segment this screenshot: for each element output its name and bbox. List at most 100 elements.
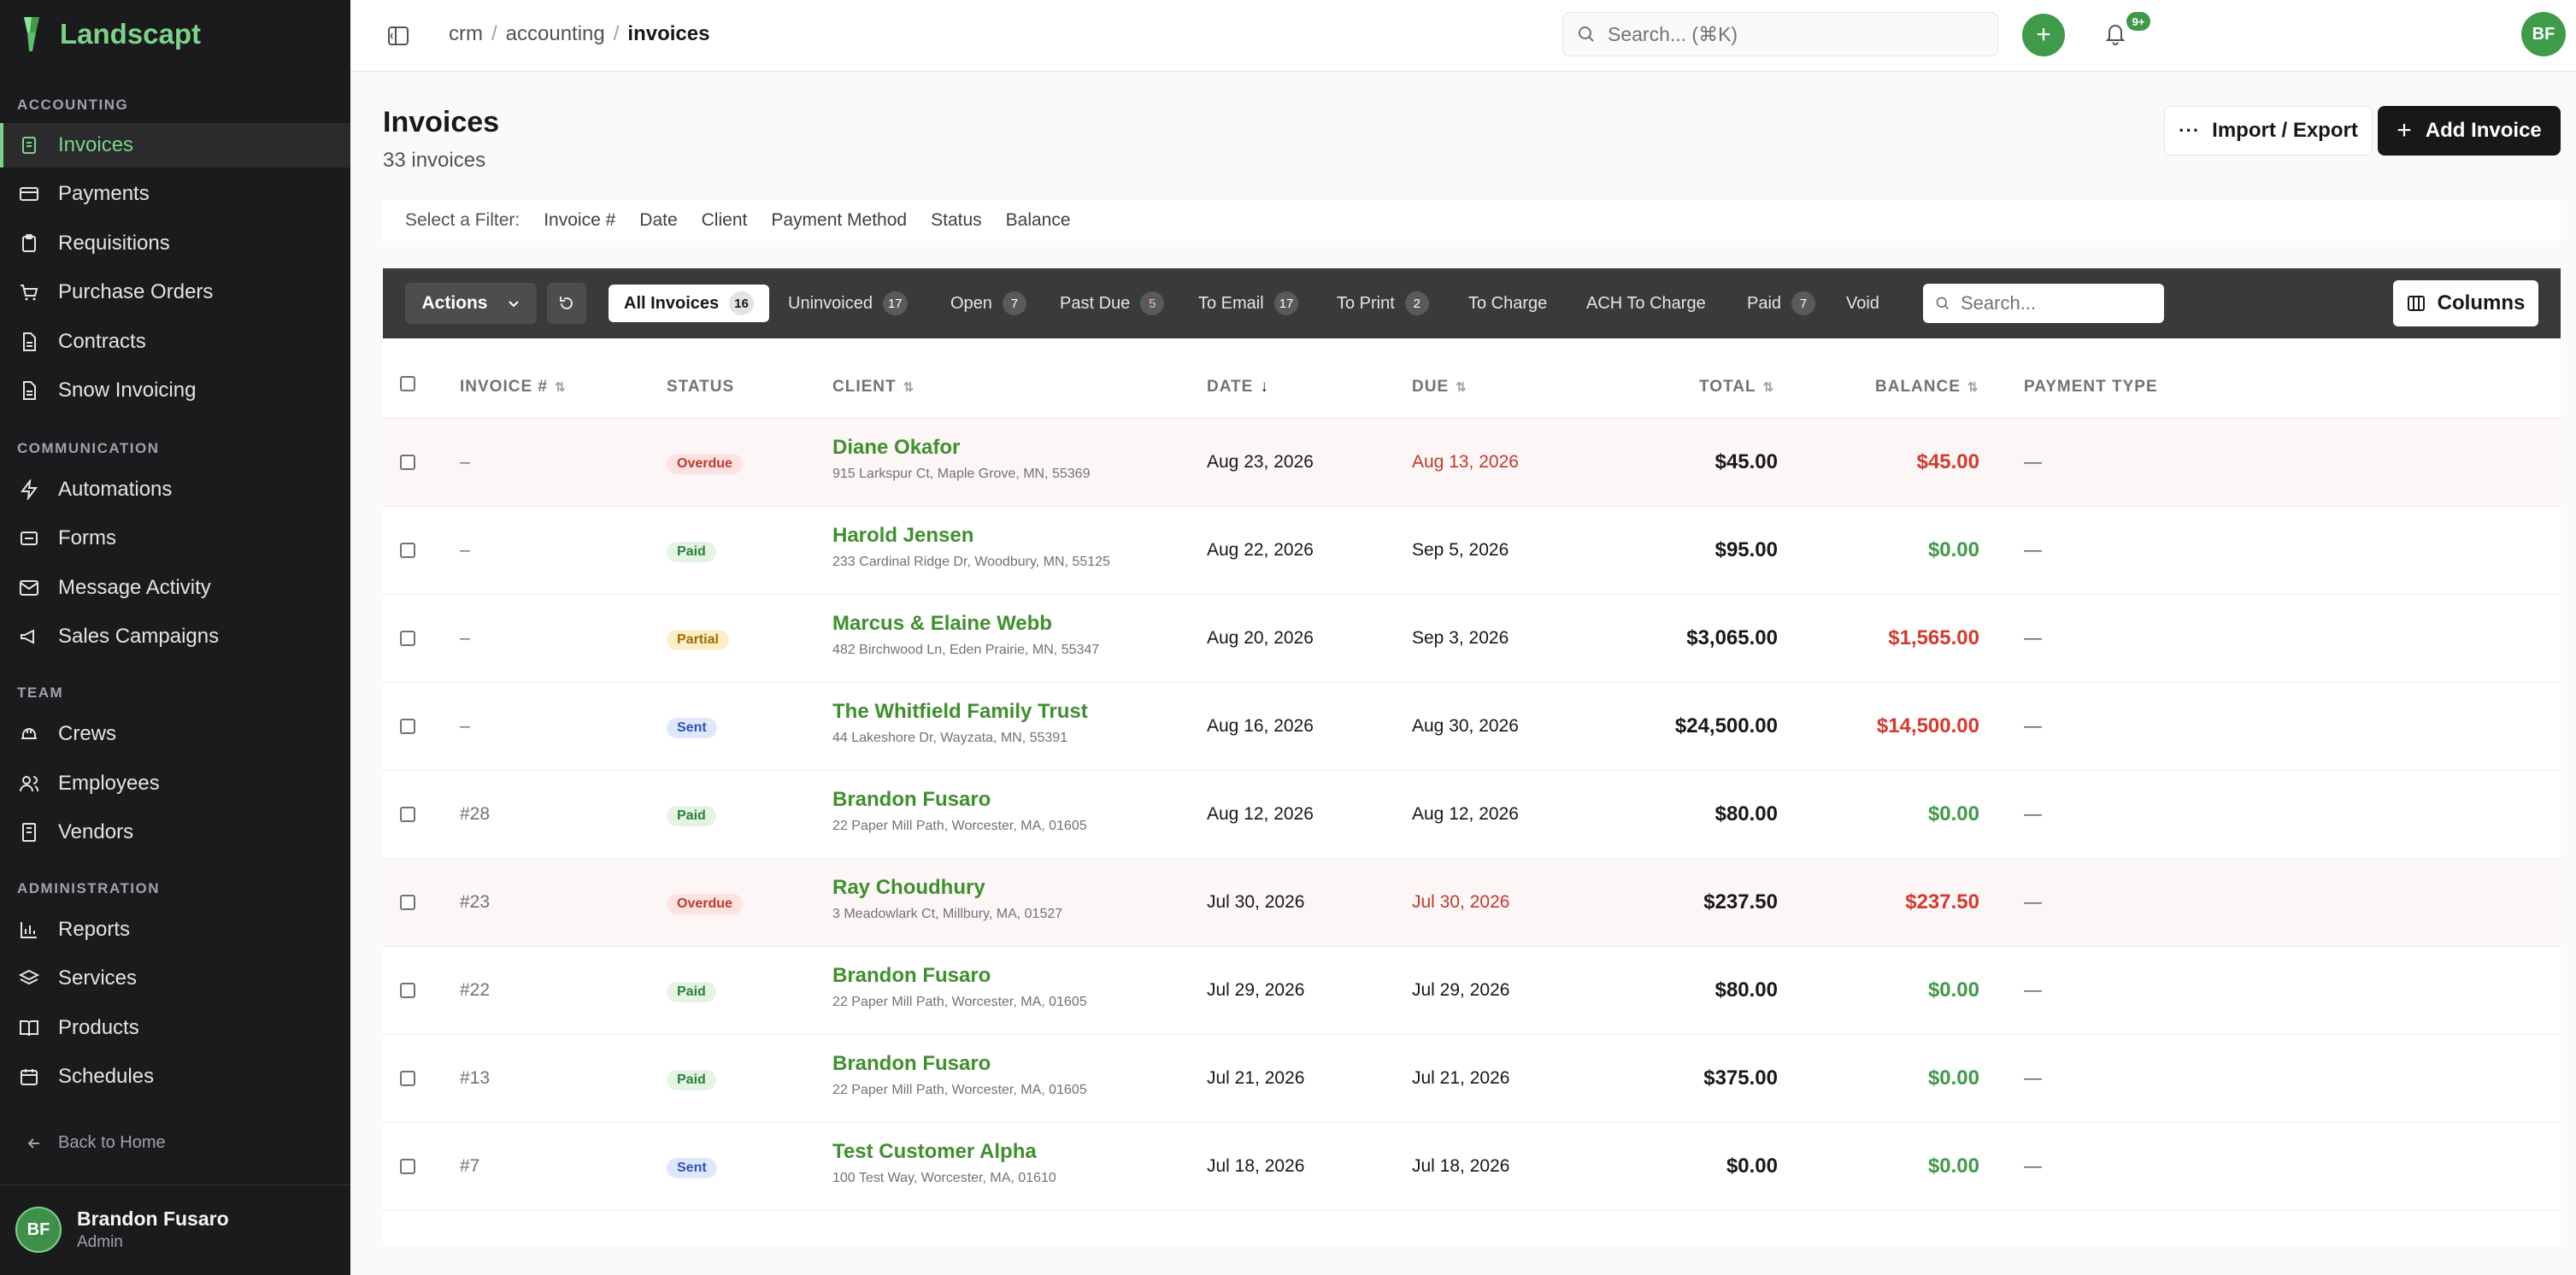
select-all-checkbox[interactable] — [400, 376, 415, 391]
sidebar-item-automations[interactable]: Automations — [0, 467, 350, 512]
tab-all-invoices[interactable]: All Invoices 16 — [609, 285, 769, 322]
breadcrumb-accounting[interactable]: accounting — [505, 22, 605, 45]
status-badge: Overdue — [667, 454, 743, 474]
invoice-number[interactable]: – — [460, 452, 470, 472]
table-row[interactable]: Test Customer Alpha — [383, 1211, 2561, 1246]
row-checkbox[interactable] — [400, 543, 415, 558]
sidebar-toggle-icon[interactable] — [386, 24, 410, 48]
table-row[interactable]: – Overdue Diane Okafor 915 Larkspur Ct, M… — [383, 419, 2561, 507]
total-amount: $0.00 — [1726, 1155, 1778, 1178]
tab-to-charge[interactable]: To Charge — [1453, 285, 1562, 322]
client-name-link[interactable]: Brandon Fusaro — [832, 788, 991, 811]
tab-open[interactable]: Open 7 — [935, 285, 1042, 322]
invoice-number[interactable]: #28 — [460, 804, 491, 824]
header-due[interactable]: DUE ⇅ — [1412, 378, 1467, 397]
invoice-number[interactable]: – — [460, 716, 470, 736]
breadcrumb-crm[interactable]: crm — [449, 22, 483, 45]
filter-invoice-number[interactable]: Invoice # — [544, 210, 616, 230]
sidebar-item-label: Invoices — [58, 133, 134, 156]
client-name-link[interactable]: The Whitfield Family Trust — [832, 700, 1088, 723]
sidebar-item-crews[interactable]: Crews — [0, 712, 350, 756]
sidebar-item-services[interactable]: Services — [0, 956, 350, 1001]
sidebar-item-contracts[interactable]: Contracts — [0, 320, 350, 364]
tab-to-print[interactable]: To Print 2 — [1321, 285, 1444, 322]
table-row[interactable]: #28 Paid Brandon Fusaro 22 Paper Mill Pat… — [383, 771, 2561, 859]
row-checkbox[interactable] — [400, 455, 415, 470]
table-row[interactable]: #7 Sent Test Customer Alpha 100 Test Way,… — [383, 1123, 2561, 1211]
sidebar-item-schedules[interactable]: Schedules — [0, 1055, 350, 1099]
tab-to-email[interactable]: To Email 17 — [1183, 285, 1314, 322]
sidebar-item-products[interactable]: Products — [0, 1006, 350, 1050]
user-avatar[interactable]: BF — [2521, 12, 2566, 56]
client-name-link[interactable]: Test Customer Alpha — [832, 1140, 1037, 1163]
columns-button[interactable]: Columns — [2393, 280, 2538, 326]
row-checkbox[interactable] — [400, 895, 415, 910]
invoice-date: Jul 30, 2026 — [1207, 892, 1305, 912]
filter-status[interactable]: Status — [931, 210, 982, 230]
user-profile[interactable]: BF Brandon Fusaro Admin — [15, 1207, 229, 1253]
sidebar-item-employees[interactable]: Employees — [0, 761, 350, 806]
sidebar-item-message-activity[interactable]: Message Activity — [0, 566, 350, 610]
sidebar-divider — [0, 1184, 350, 1185]
invoice-number[interactable]: #13 — [460, 1068, 491, 1088]
table-row[interactable]: #13 Paid Brandon Fusaro 22 Paper Mill Pat… — [383, 1035, 2561, 1123]
filter-date[interactable]: Date — [639, 210, 678, 230]
filter-payment-method[interactable]: Payment Method — [771, 210, 908, 230]
invoice-number[interactable]: #22 — [460, 980, 491, 1000]
client-name-link[interactable]: Diane Okafor — [832, 436, 961, 459]
sidebar-item-sales-campaigns[interactable]: Sales Campaigns — [0, 614, 350, 659]
row-checkbox[interactable] — [400, 631, 415, 646]
quick-add-button[interactable]: + — [2022, 14, 2065, 56]
sidebar-item-payments[interactable]: Payments — [0, 172, 350, 216]
table-row[interactable]: #23 Overdue Ray Choudhury 3 Meadowlark Ct… — [383, 859, 2561, 947]
refresh-button[interactable] — [547, 283, 586, 324]
client-name-link[interactable]: Brandon Fusaro — [832, 964, 991, 987]
table-row[interactable]: #22 Paid Brandon Fusaro 22 Paper Mill Pat… — [383, 947, 2561, 1035]
tab-uninvoiced[interactable]: Uninvoiced 17 — [773, 285, 923, 322]
bell-icon[interactable] — [2103, 21, 2128, 46]
client-name-link[interactable]: Brandon Fusaro — [832, 1052, 991, 1075]
tab-void[interactable]: Void — [1831, 285, 1895, 322]
invoice-number[interactable]: #23 — [460, 892, 491, 912]
more-horizontal-icon: ··· — [2179, 120, 2201, 141]
table-search-input[interactable]: Search... — [1923, 284, 2164, 323]
row-checkbox[interactable] — [400, 983, 415, 998]
header-client[interactable]: CLIENT ⇅ — [832, 378, 915, 397]
table-row[interactable]: – Partial Marcus & Elaine Webb 482 Birchw… — [383, 595, 2561, 683]
sidebar-item-snow-invoicing[interactable]: Snow Invoicing — [0, 368, 350, 413]
header-balance[interactable]: BALANCE ⇅ — [1875, 378, 1979, 397]
invoice-number[interactable]: – — [460, 540, 470, 560]
client-name-link[interactable]: Ray Choudhury — [832, 876, 985, 899]
tab-paid[interactable]: Paid 7 — [1732, 285, 1831, 322]
import-export-button[interactable]: ··· Import / Export — [2164, 106, 2373, 156]
sidebar-item-purchase-orders[interactable]: Purchase Orders — [0, 270, 350, 314]
sidebar-item-reports[interactable]: Reports — [0, 908, 350, 952]
sidebar-item-invoices[interactable]: Invoices — [0, 123, 350, 167]
sidebar-item-requisitions[interactable]: Requisitions — [0, 221, 350, 266]
actions-dropdown[interactable]: Actions — [405, 283, 537, 324]
brand[interactable]: Landscapt — [17, 15, 201, 53]
sidebar-item-forms[interactable]: Forms — [0, 516, 350, 561]
table-row[interactable]: – Sent The Whitfield Family Trust 44 Lake… — [383, 683, 2561, 771]
table-row[interactable]: – Paid Harold Jensen 233 Cardinal Ridge D… — [383, 507, 2561, 595]
client-name-link[interactable]: Marcus & Elaine Webb — [832, 612, 1052, 635]
sidebar-item-vendors[interactable]: Vendors — [0, 810, 350, 855]
client-name-link[interactable]: Harold Jensen — [832, 524, 974, 547]
tab-ach-to-charge[interactable]: ACH To Charge — [1571, 285, 1721, 322]
invoices-table: INVOICE # ⇅ STATUS CLIENT ⇅ DATE ↓ DUE ⇅ TOT… — [383, 338, 2561, 1246]
header-total[interactable]: TOTAL ⇅ — [1699, 378, 1774, 397]
invoice-number[interactable]: – — [460, 628, 470, 648]
row-checkbox[interactable] — [400, 1159, 415, 1174]
filter-client[interactable]: Client — [701, 210, 748, 230]
header-invoice[interactable]: INVOICE # ⇅ — [460, 378, 567, 397]
filter-balance[interactable]: Balance — [1005, 210, 1071, 230]
global-search-input[interactable]: Search... (⌘K) — [1562, 12, 1998, 56]
tab-past-due[interactable]: Past Due 5 — [1044, 285, 1179, 322]
row-checkbox[interactable] — [400, 719, 415, 734]
add-invoice-button[interactable]: + Add Invoice — [2378, 106, 2561, 156]
invoice-number[interactable]: #7 — [460, 1156, 480, 1176]
back-to-home-link[interactable]: Back to Home — [26, 1133, 166, 1153]
row-checkbox[interactable] — [400, 807, 415, 822]
header-date[interactable]: DATE ↓ — [1207, 378, 1269, 397]
row-checkbox[interactable] — [400, 1071, 415, 1086]
